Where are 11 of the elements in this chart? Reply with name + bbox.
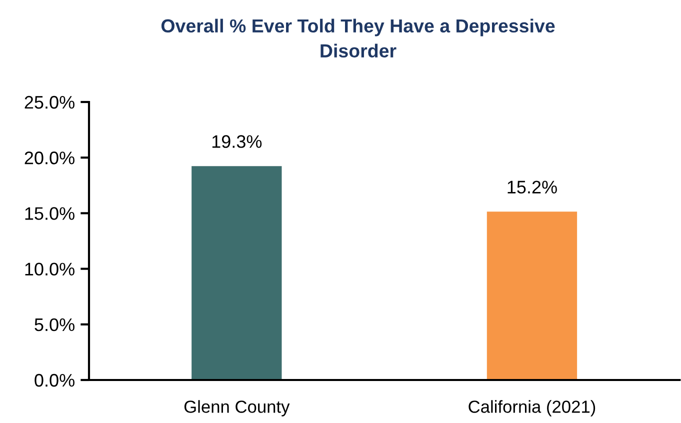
- x-tick-label: California (2021): [468, 400, 596, 416]
- y-tick-label: 25.0%: [24, 96, 74, 109]
- x-tick-label: Glenn County: [184, 400, 290, 416]
- y-tick-label: 20.0%: [24, 152, 74, 164]
- y-tick-label: 0.0%: [34, 374, 74, 387]
- y-tick-label: 10.0%: [25, 262, 74, 276]
- data-label: 19.3%: [212, 135, 262, 148]
- data-label: 15.2%: [508, 180, 557, 194]
- y-tick-label: 15.0%: [25, 207, 74, 220]
- y-tick-label: 5.0%: [34, 318, 74, 332]
- chart-title: Overall % Ever Told They Have a Depressive Disorder: [161, 18, 555, 58]
